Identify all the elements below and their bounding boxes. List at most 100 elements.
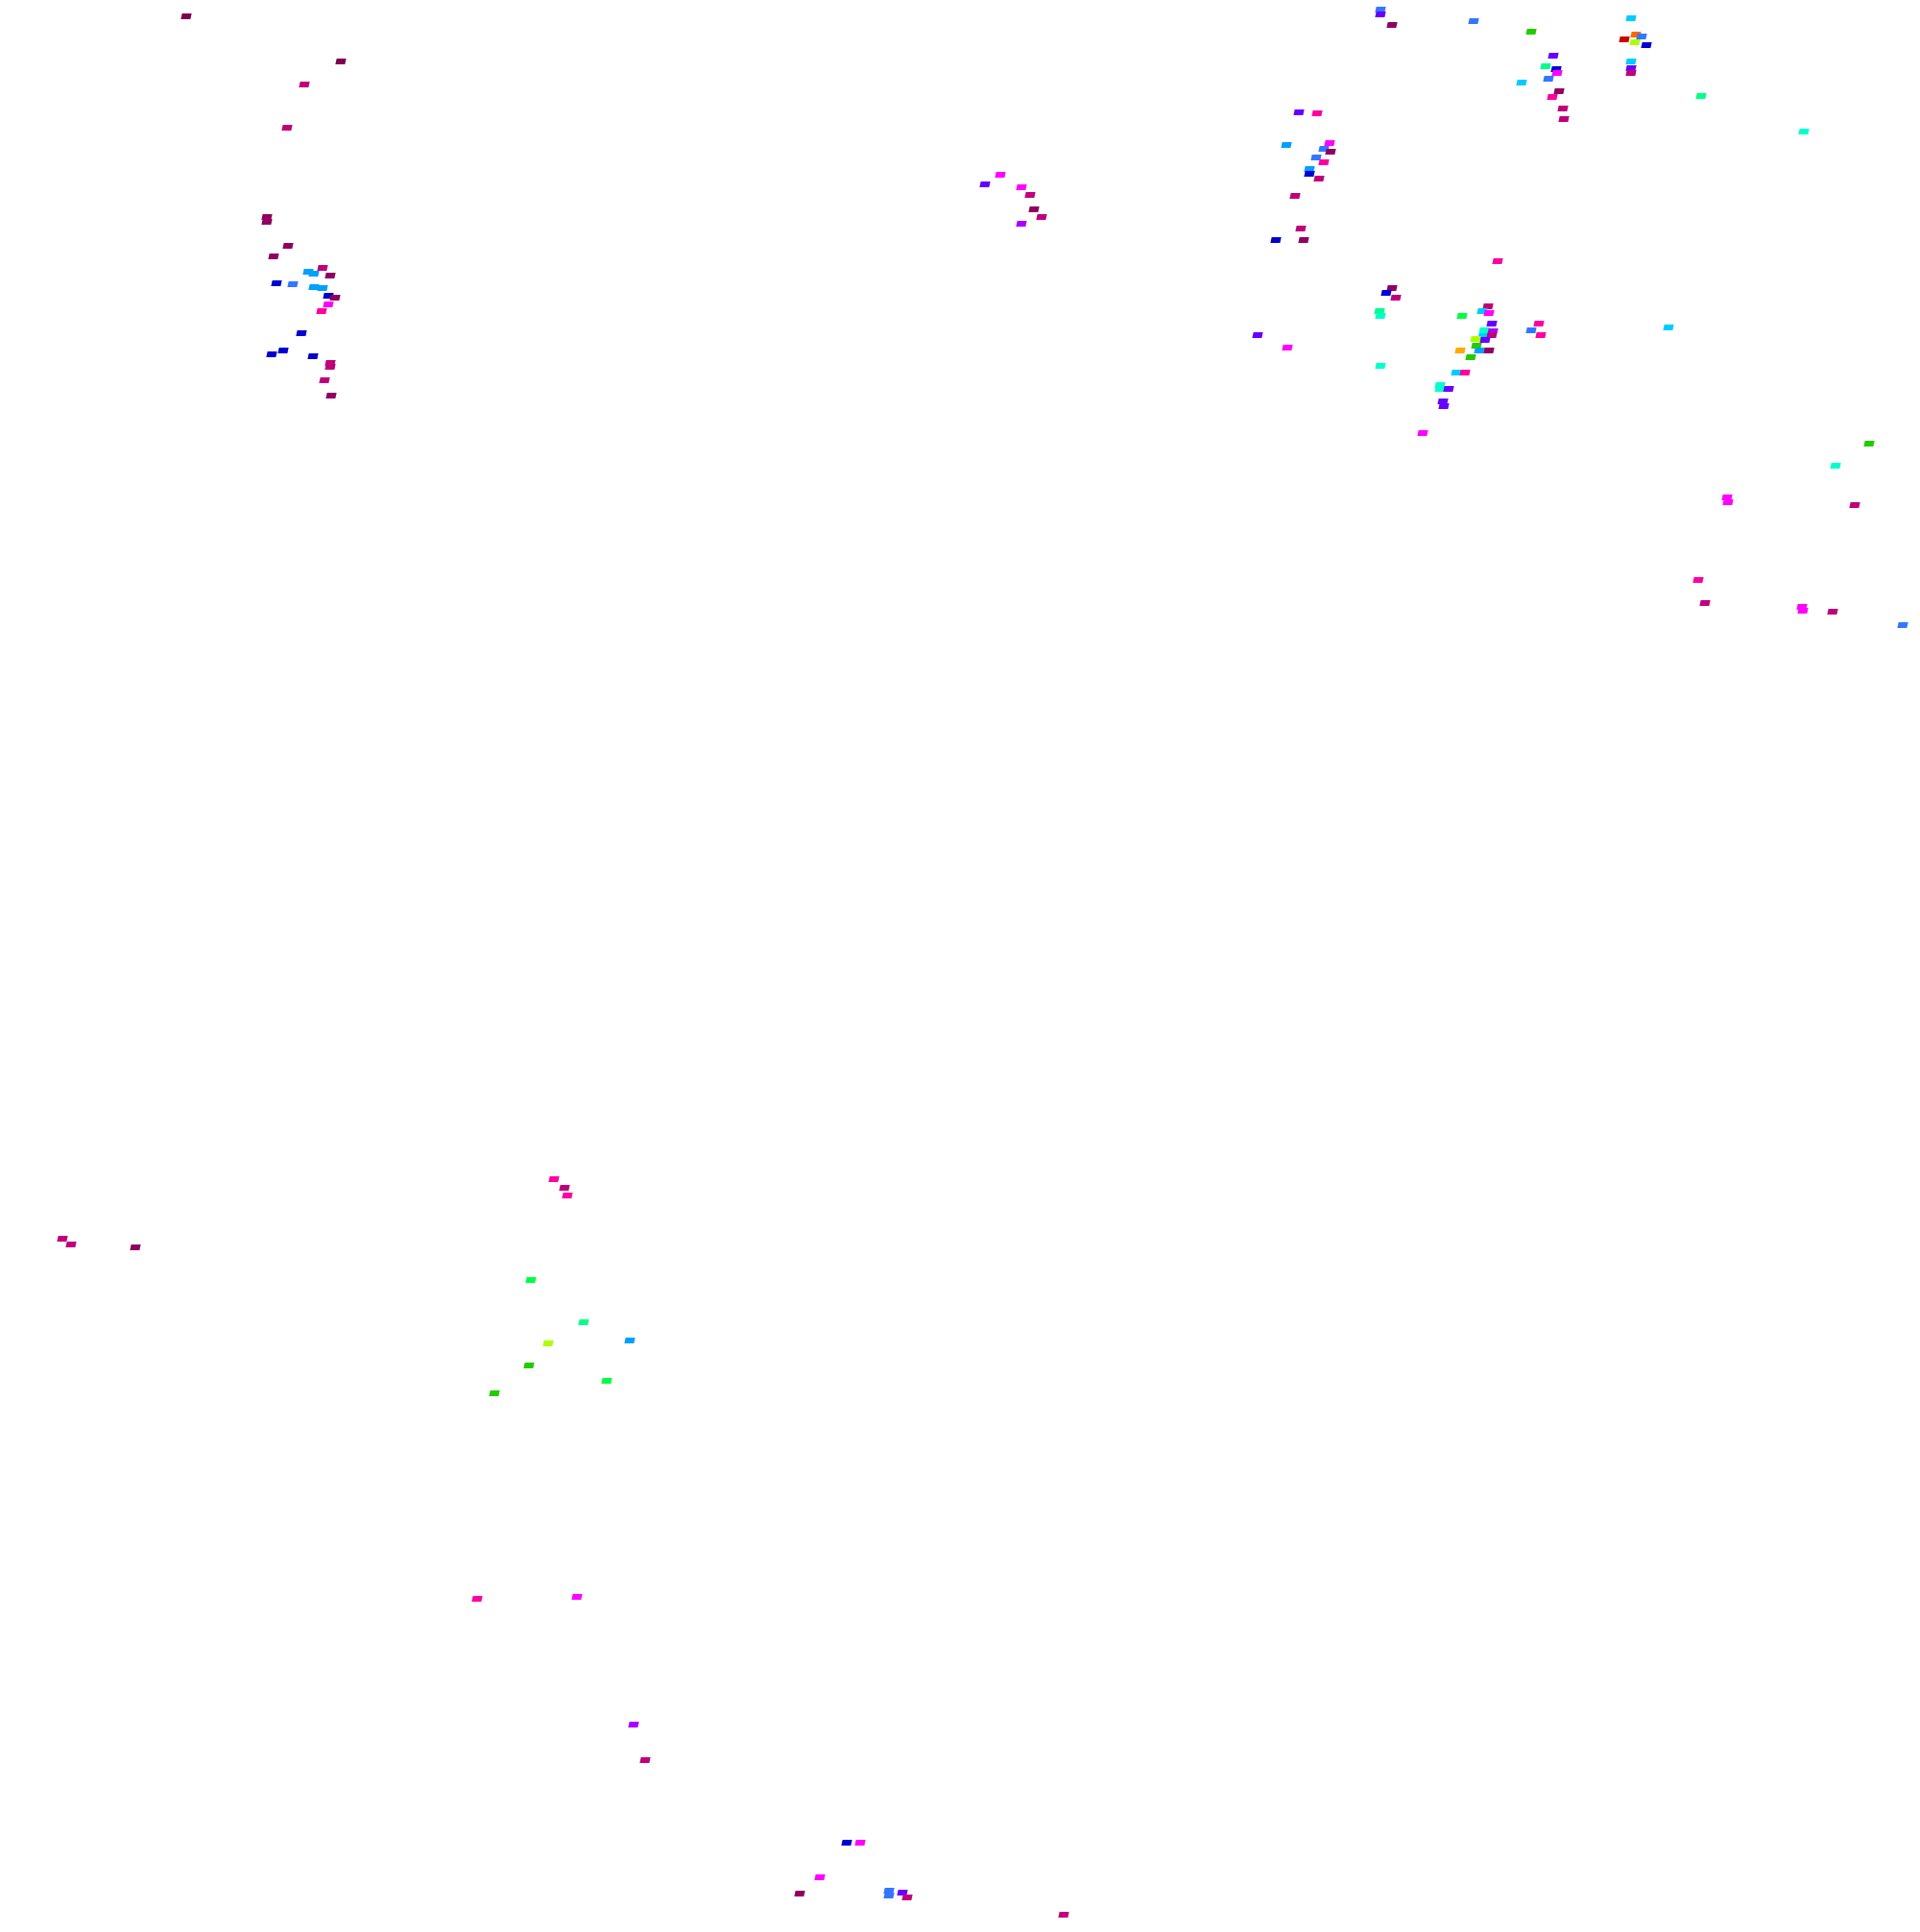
colored-mark [1863,441,1875,447]
colored-mark [523,1363,535,1368]
colored-mark [1016,221,1027,227]
colored-mark [548,1176,560,1182]
colored-mark [317,285,328,291]
colored-mark [1625,15,1637,21]
colored-mark [1270,237,1282,243]
colored-mark [1625,59,1637,64]
colored-mark [65,1242,77,1247]
colored-mark [299,82,310,87]
colored-mark [281,125,293,131]
colored-mark [296,330,307,336]
colored-mark [1548,53,1559,59]
colored-mark [1483,348,1495,353]
colored-mark [1625,70,1637,76]
colored-mark [1304,171,1315,177]
colored-mark [489,1390,500,1396]
colored-mark [1797,608,1809,614]
colored-mark [287,281,299,287]
colored-mark [302,269,314,275]
colored-mark [268,254,279,259]
colored-mark [995,172,1006,178]
colored-mark [1641,42,1652,48]
colored-mark [1375,363,1386,369]
colored-mark [1849,502,1860,508]
colored-mark [266,351,277,357]
colored-mark [1692,577,1704,583]
colored-mark [1313,176,1325,181]
colored-mark [271,280,282,286]
colored-mark [1298,237,1309,243]
colored-mark [1483,310,1495,316]
colored-mark [639,1757,651,1763]
colored-mark [601,1378,612,1384]
colored-mark [1558,116,1570,122]
colored-mark [1024,192,1036,198]
colored-mark [323,302,334,307]
colored-mark [542,1340,554,1346]
colored-mark [854,1840,866,1846]
colored-mark [282,243,294,249]
colored-mark [1547,94,1558,100]
colored-mark [471,1596,483,1602]
colored-mark [316,308,327,314]
colored-mark [324,364,336,370]
colored-mark [1525,327,1537,333]
colored-mark [1516,80,1527,85]
colored-mark [1619,36,1630,42]
colored-mark [624,1338,636,1343]
colored-mark [1535,332,1547,338]
colored-mark [1295,226,1307,231]
colored-mark [319,377,330,383]
colored-mark [578,1319,589,1325]
colored-mark [1293,109,1305,115]
colored-mark [1695,93,1707,99]
colored-mark [1282,345,1293,350]
colored-mark [1390,295,1402,301]
colored-mark [1443,386,1454,392]
colored-mark [307,353,319,359]
colored-mark [559,1185,570,1191]
colored-mark [979,181,991,187]
colored-mark [1417,430,1428,436]
colored-mark [1699,600,1711,606]
colored-mark [261,219,273,225]
colored-mark [130,1244,141,1250]
colored-mark [1380,290,1392,296]
colored-mark [1468,18,1479,24]
colored-mark [180,13,192,19]
colored-mark [1663,325,1674,330]
colored-mark [1058,1912,1069,1918]
colored-mark [1827,609,1838,615]
colored-mark [1465,354,1476,360]
colored-mark [1456,313,1468,319]
colored-mark [1375,313,1386,319]
colored-mark [1386,22,1398,28]
colored-mark [883,1893,895,1898]
colored-mark [1533,321,1545,326]
colored-mark [562,1193,573,1198]
colored-mark [1438,403,1450,409]
colored-mark [1028,206,1040,212]
colored-mark [1798,129,1810,134]
colored-mark [277,348,289,353]
colored-mark [525,1277,537,1283]
colored-mark [1543,76,1554,82]
colored-mark [1459,370,1471,375]
colored-mark [628,1722,639,1727]
colored-mark [571,1594,583,1600]
colored-mark [1540,63,1551,69]
colored-mark [1375,12,1386,17]
colored-mark [1289,193,1301,199]
colored-mark [1486,321,1498,326]
colored-mark [335,59,347,64]
colored-mark [1252,332,1263,338]
colored-mark [1016,184,1027,190]
colored-mark [1281,142,1292,148]
colored-mark [814,1874,826,1880]
colored-mark [325,393,337,398]
colored-mark [1557,106,1569,111]
colored-mark [1318,159,1330,165]
colored-mark [1311,110,1323,116]
colored-mark [1036,214,1047,220]
